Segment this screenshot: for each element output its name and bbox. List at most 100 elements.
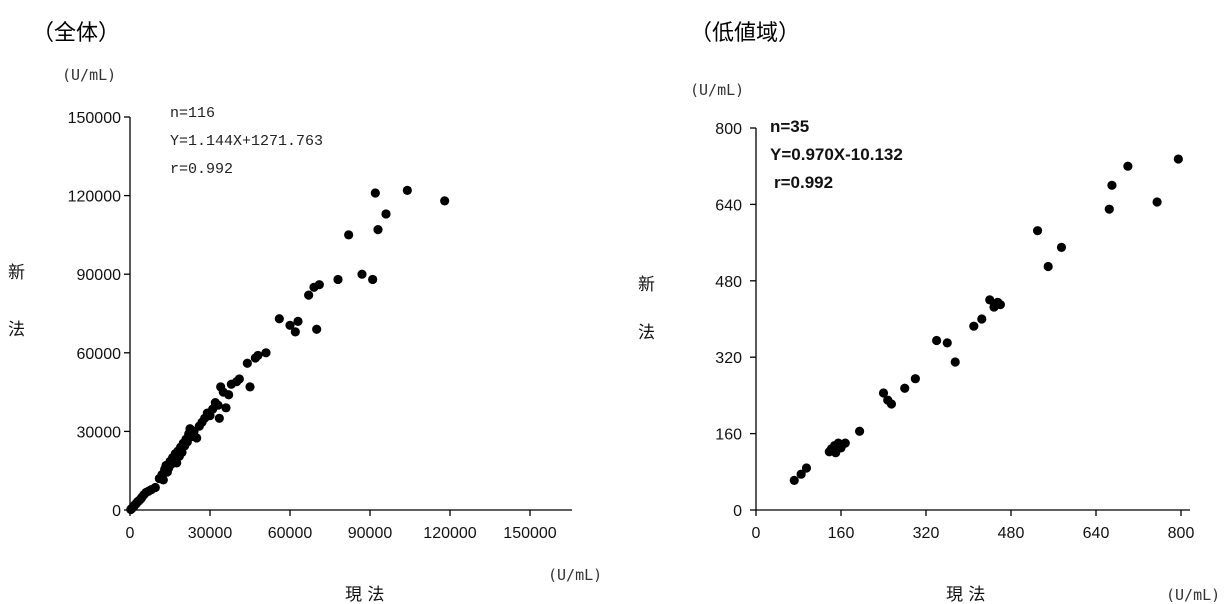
data-points (789, 154, 1183, 485)
x-ticks: 0 160 320 480 640 800 (752, 510, 1195, 542)
y-tick-label: 120000 (68, 189, 121, 206)
data-point (789, 475, 799, 485)
y-tick-label: 320 (715, 350, 742, 367)
data-point (245, 382, 255, 392)
y-tick-label: 480 (715, 274, 742, 291)
data-point (1032, 226, 1043, 236)
annotation-n: n=35 (770, 117, 809, 136)
data-point (253, 350, 263, 361)
annotation-equation: Y=0.970X-10.132 (770, 145, 903, 164)
data-point (242, 358, 252, 368)
data-point (368, 274, 378, 285)
data-point (977, 314, 987, 324)
y-axis-label: 新 (638, 275, 655, 295)
y-tick-label: 0 (112, 503, 121, 520)
data-point (261, 348, 271, 358)
data-point (304, 290, 314, 300)
x-tick-label: 0 (126, 525, 135, 542)
data-point (213, 400, 223, 410)
data-point (840, 438, 850, 448)
y-tick-label: 150000 (68, 110, 121, 127)
data-point (293, 316, 303, 326)
data-point (333, 274, 343, 285)
y-tick-label: 160 (715, 427, 742, 444)
data-point (221, 403, 231, 413)
data-point (1056, 242, 1067, 252)
data-point (878, 388, 889, 398)
x-tick-label: 30000 (188, 525, 233, 542)
x-tick-label: 120000 (423, 525, 476, 542)
scatter-chart-low-range: （低値域） (U/mL) 新 法 (U/mL) 現 法 0 160 320 480 64… (638, 21, 1220, 604)
x-ticks: 0 30000 60000 90000 120000 150000 (126, 510, 557, 542)
x-tick-label: 800 (1168, 525, 1195, 542)
data-point (285, 320, 295, 330)
data-point (370, 188, 380, 198)
data-point (1173, 154, 1183, 164)
data-point (290, 327, 300, 337)
data-point (1152, 197, 1162, 207)
data-point (224, 390, 234, 400)
data-point (274, 314, 284, 324)
data-point (886, 399, 897, 409)
y-axis-label-2: 法 (638, 323, 655, 343)
y-tick-label: 800 (715, 121, 742, 138)
data-point (192, 433, 202, 443)
data-point (357, 269, 367, 279)
data-point (314, 280, 324, 290)
data-point (995, 300, 1005, 310)
x-axis-unit: (U/mL) (548, 566, 602, 584)
data-point (1043, 261, 1053, 272)
y-tick-label: 90000 (77, 267, 122, 284)
y-axis-label: 新 (8, 263, 25, 283)
x-axis-label: 現 法 (946, 585, 985, 604)
data-point (854, 426, 865, 436)
data-point (402, 185, 412, 195)
data-point (1123, 161, 1133, 171)
data-point (801, 463, 812, 473)
chart-title: （低値域） (690, 21, 800, 46)
x-tick-label: 160 (828, 525, 855, 542)
x-tick-label: 60000 (268, 525, 313, 542)
data-point (942, 338, 952, 348)
annotation-r: r=0.992 (170, 161, 233, 178)
x-tick-label: 320 (913, 525, 940, 542)
x-tick-label: 150000 (503, 525, 556, 542)
chart-title: （全体） (32, 21, 120, 46)
data-point (158, 475, 168, 485)
x-tick-label: 90000 (348, 525, 393, 542)
scatter-chart-overall: （全体） (U/mL) 新 法 (U/mL) 現 法 0 30000 60000 90… (8, 21, 602, 604)
data-point (910, 374, 920, 384)
data-point (796, 469, 806, 479)
x-tick-label: 640 (1083, 525, 1110, 542)
y-ticks: 0 160 320 480 640 800 (715, 121, 756, 520)
y-axis-label-2: 法 (8, 320, 25, 340)
data-point (373, 225, 383, 235)
data-point (234, 374, 244, 384)
data-point (950, 357, 960, 367)
y-tick-label: 30000 (77, 424, 122, 441)
y-ticks: 0 30000 60000 90000 120000 150000 (68, 110, 130, 520)
data-point (969, 321, 979, 331)
x-tick-label: 0 (752, 525, 761, 542)
data-point (150, 482, 160, 493)
data-point (381, 209, 391, 219)
y-tick-label: 60000 (77, 346, 122, 363)
annotation-equation: Y=1.144X+1271.763 (170, 133, 323, 150)
x-tick-label: 480 (998, 525, 1025, 542)
data-point (344, 230, 354, 240)
x-axis-unit: (U/mL) (1166, 586, 1220, 604)
x-axis-label: 現 法 (345, 585, 384, 604)
data-point (214, 413, 224, 423)
data-point (1104, 204, 1114, 214)
data-points (126, 185, 450, 515)
data-point (1107, 180, 1117, 190)
y-tick-label: 640 (715, 197, 742, 214)
annotation-r: r=0.992 (774, 173, 833, 192)
annotation-n: n=116 (170, 105, 215, 122)
data-point (440, 196, 450, 206)
data-point (312, 324, 322, 334)
y-tick-label: 0 (733, 503, 742, 520)
data-point (932, 335, 942, 346)
data-point (900, 383, 910, 393)
